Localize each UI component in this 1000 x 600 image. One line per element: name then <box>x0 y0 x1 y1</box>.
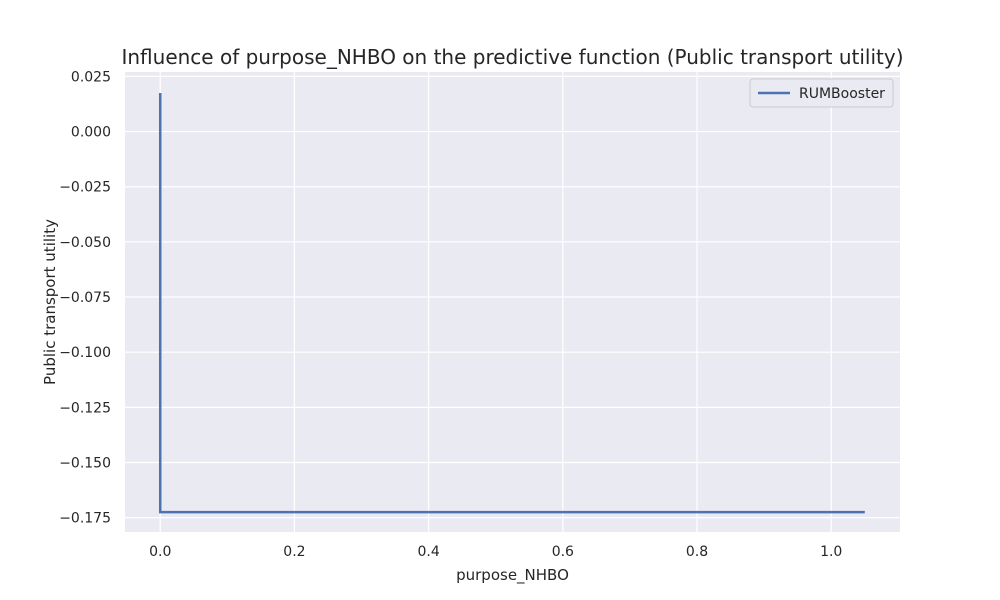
y-tick-labels: 0.025 0.000 −0.025 −0.050 −0.075 −0.100 −0.125… <box>59 69 111 526</box>
y-axis-label: Public transport utility <box>41 219 59 385</box>
x-tick-labels: 0.0 0.2 0.4 0.6 0.8 1.0 <box>149 544 842 560</box>
y-tick-label: −0.075 <box>59 290 111 306</box>
y-tick-label: −0.125 <box>59 400 111 416</box>
x-tick-label: 1.0 <box>820 544 842 560</box>
x-tick-label: 0.4 <box>417 544 439 560</box>
x-tick-label: 0.2 <box>283 544 305 560</box>
chart-title: Influence of purpose_NHBO on the predict… <box>121 45 903 69</box>
x-tick-label: 0.0 <box>149 544 171 560</box>
y-tick-label: −0.150 <box>59 456 111 472</box>
series-lines <box>158 92 865 514</box>
x-axis-label: purpose_NHBO <box>456 566 569 585</box>
y-tick-label: 0.025 <box>71 69 111 85</box>
y-tick-label: 0.000 <box>71 125 111 141</box>
y-tick-label: −0.100 <box>59 345 111 361</box>
plot-area <box>125 72 900 532</box>
series-line <box>158 92 865 514</box>
legend-box <box>749 78 894 108</box>
legend-label: RUMBooster <box>799 86 885 102</box>
y-tick-label: −0.175 <box>59 511 111 527</box>
x-tick-label: 0.6 <box>552 544 574 560</box>
legend: RUMBooster <box>749 78 894 108</box>
y-tick-label: −0.050 <box>59 235 111 251</box>
x-tick-label: 0.8 <box>686 544 708 560</box>
y-tick-label: −0.025 <box>59 180 111 196</box>
